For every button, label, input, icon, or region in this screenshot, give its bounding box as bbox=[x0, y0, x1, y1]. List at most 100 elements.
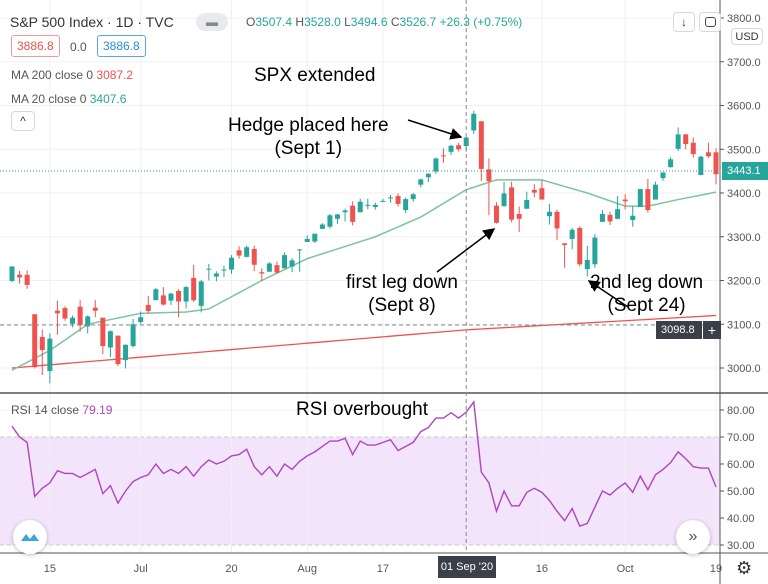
candle-body bbox=[32, 314, 38, 368]
time-tick-label: 17 bbox=[377, 563, 389, 575]
candle-body bbox=[690, 142, 696, 155]
price-tick-label: 3600.0 bbox=[727, 101, 761, 113]
candle-body bbox=[130, 324, 136, 347]
candle-body bbox=[213, 273, 219, 277]
candle-body bbox=[107, 331, 113, 348]
price-tick-label: 3100.0 bbox=[727, 319, 761, 331]
candle-body bbox=[168, 293, 174, 301]
candle-body bbox=[577, 228, 583, 265]
candle-body bbox=[342, 210, 348, 213]
candle-body bbox=[85, 316, 91, 327]
candle-body bbox=[47, 338, 53, 372]
candle-body bbox=[176, 291, 182, 302]
candle-body bbox=[410, 194, 416, 200]
candle-body bbox=[592, 237, 598, 265]
ohlc-readout: O3507.4 H3528.0 L3494.6 C3526.7 +26.3 (+… bbox=[246, 15, 523, 29]
time-tick-label: 19 bbox=[710, 563, 722, 575]
chevron-up-icon: ^ bbox=[20, 114, 26, 128]
add-plus-icon[interactable]: + bbox=[703, 321, 721, 339]
candle-body bbox=[433, 158, 439, 172]
gear-icon[interactable]: ⚙ bbox=[736, 558, 753, 578]
candle-body bbox=[607, 214, 613, 222]
candle-body bbox=[70, 317, 76, 324]
time-tick-label: Aug bbox=[297, 563, 317, 575]
candle-body bbox=[236, 250, 242, 256]
rsi-tick-label: 50.00 bbox=[727, 486, 755, 498]
scroll-down-button[interactable]: ↓ bbox=[673, 12, 695, 32]
collapse-legend-button[interactable]: ^ bbox=[11, 111, 35, 131]
market-status-toggle[interactable]: ▬ bbox=[196, 13, 228, 31]
annotation-arrow bbox=[407, 119, 463, 140]
candle-body bbox=[153, 289, 159, 301]
candle-body bbox=[524, 200, 530, 209]
candle-body bbox=[645, 189, 651, 211]
fullscreen-icon bbox=[704, 17, 716, 27]
time-tick-label: 15 bbox=[44, 563, 56, 575]
candle-body bbox=[266, 263, 272, 272]
candle-body bbox=[615, 209, 621, 219]
rsi-tick-label: 80.00 bbox=[727, 405, 755, 417]
candle-body bbox=[652, 184, 658, 200]
rsi-tick-label: 70.00 bbox=[727, 432, 755, 444]
price-tick-label: 3800.0 bbox=[727, 13, 761, 25]
spread-value: 0.0 bbox=[70, 40, 87, 54]
crosshair-price-label: 3098.8 bbox=[656, 321, 702, 339]
time-tick-label: 20 bbox=[225, 563, 237, 575]
rsi-line bbox=[11, 400, 717, 527]
candle-body bbox=[395, 196, 401, 204]
candle-body bbox=[350, 205, 356, 222]
candle-body bbox=[630, 215, 636, 221]
buy-button[interactable]: 3886.8 bbox=[97, 35, 146, 57]
fullscreen-button[interactable] bbox=[699, 12, 721, 32]
candle-body bbox=[531, 189, 537, 193]
candle-body bbox=[304, 238, 310, 242]
price-tick-label: 3500.0 bbox=[727, 144, 761, 156]
rsi-tick-label: 30.00 bbox=[727, 540, 755, 552]
candle-body bbox=[312, 233, 318, 242]
time-tick-label: 16 bbox=[536, 563, 548, 575]
annotation-rsi-overbought: RSI overbought bbox=[296, 399, 429, 420]
currency-button[interactable]: USD bbox=[731, 28, 763, 45]
annotation-arrow bbox=[436, 228, 496, 273]
candle-body bbox=[54, 310, 60, 314]
annotation-hedge: Hedge placed here (Sept 1) bbox=[228, 115, 389, 159]
candle-body bbox=[274, 265, 280, 273]
rsi-legend[interactable]: RSI 14 close 79.19 bbox=[11, 403, 113, 417]
annotation-arrow bbox=[587, 280, 629, 308]
candle-body bbox=[539, 188, 545, 200]
ma20-legend[interactable]: MA 20 close 0 3407.6 bbox=[11, 92, 127, 106]
candle-body bbox=[584, 259, 590, 270]
candle-body bbox=[501, 193, 507, 207]
candle-body bbox=[698, 156, 704, 176]
last-price-label: 3443.1 bbox=[722, 162, 768, 180]
price-tick-label: 3400.0 bbox=[727, 188, 761, 200]
candle-body bbox=[562, 243, 568, 246]
arrow-down-icon: ↓ bbox=[681, 15, 687, 29]
symbol-title[interactable]: S&P 500 Index · 1D · TVC bbox=[10, 14, 174, 30]
candle-body bbox=[546, 211, 552, 217]
candle-body bbox=[221, 269, 227, 271]
candle-body bbox=[471, 113, 477, 131]
annotation-second-leg: 2nd leg down (Sept 24) bbox=[590, 272, 704, 316]
sell-button[interactable]: 3886.8 bbox=[11, 35, 60, 57]
candle-body bbox=[145, 305, 151, 312]
candle-body bbox=[637, 189, 643, 207]
price-tick-label: 3700.0 bbox=[727, 57, 761, 69]
tradingview-logo-icon[interactable] bbox=[13, 520, 47, 554]
candle-body bbox=[251, 249, 257, 265]
ma200-line bbox=[11, 314, 717, 369]
candle-body bbox=[123, 344, 129, 361]
candle-body bbox=[183, 287, 189, 302]
candle-body bbox=[319, 224, 325, 229]
price-tick-label: 3200.0 bbox=[727, 276, 761, 288]
candle-body bbox=[403, 199, 409, 211]
candle-body bbox=[418, 179, 424, 185]
ma200-legend[interactable]: MA 200 close 0 3087.2 bbox=[11, 68, 134, 82]
candle-body bbox=[77, 306, 83, 326]
double-chevron-right-icon[interactable]: » bbox=[676, 520, 710, 554]
candle-body bbox=[357, 201, 363, 213]
candle-body bbox=[668, 159, 674, 168]
candle-body bbox=[24, 274, 30, 285]
time-tick-label: Jul bbox=[134, 563, 148, 575]
